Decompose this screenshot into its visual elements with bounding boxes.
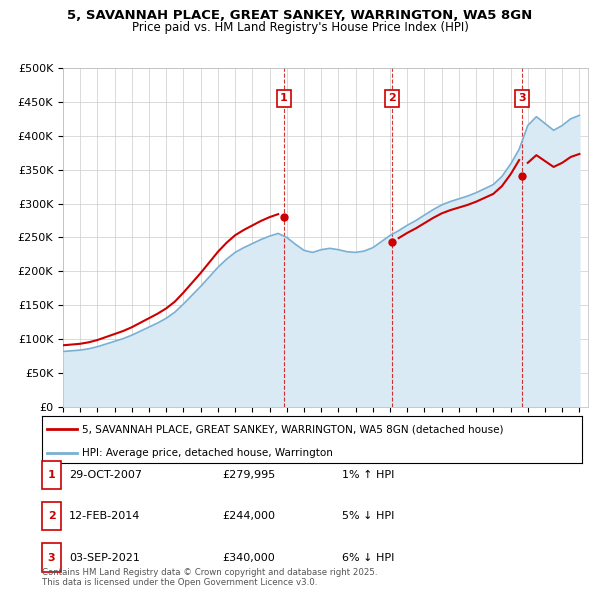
Text: Price paid vs. HM Land Registry's House Price Index (HPI): Price paid vs. HM Land Registry's House … [131,21,469,34]
Text: 2: 2 [388,93,396,103]
Text: 5, SAVANNAH PLACE, GREAT SANKEY, WARRINGTON, WA5 8GN (detached house): 5, SAVANNAH PLACE, GREAT SANKEY, WARRING… [83,424,504,434]
Text: 1: 1 [48,470,55,480]
Text: 5% ↓ HPI: 5% ↓ HPI [342,512,394,521]
Text: 1: 1 [280,93,288,103]
Text: 12-FEB-2014: 12-FEB-2014 [69,512,140,521]
Text: 3: 3 [48,553,55,562]
Text: 2: 2 [48,512,55,521]
Text: £279,995: £279,995 [222,470,275,480]
Text: £340,000: £340,000 [222,553,275,562]
Text: 1% ↑ HPI: 1% ↑ HPI [342,470,394,480]
Text: Contains HM Land Registry data © Crown copyright and database right 2025.
This d: Contains HM Land Registry data © Crown c… [42,568,377,587]
Text: 3: 3 [518,93,526,103]
Text: 29-OCT-2007: 29-OCT-2007 [69,470,142,480]
Text: £244,000: £244,000 [222,512,275,521]
Text: HPI: Average price, detached house, Warrington: HPI: Average price, detached house, Warr… [83,448,334,458]
Text: 6% ↓ HPI: 6% ↓ HPI [342,553,394,562]
Text: 03-SEP-2021: 03-SEP-2021 [69,553,140,562]
Text: 5, SAVANNAH PLACE, GREAT SANKEY, WARRINGTON, WA5 8GN: 5, SAVANNAH PLACE, GREAT SANKEY, WARRING… [67,9,533,22]
